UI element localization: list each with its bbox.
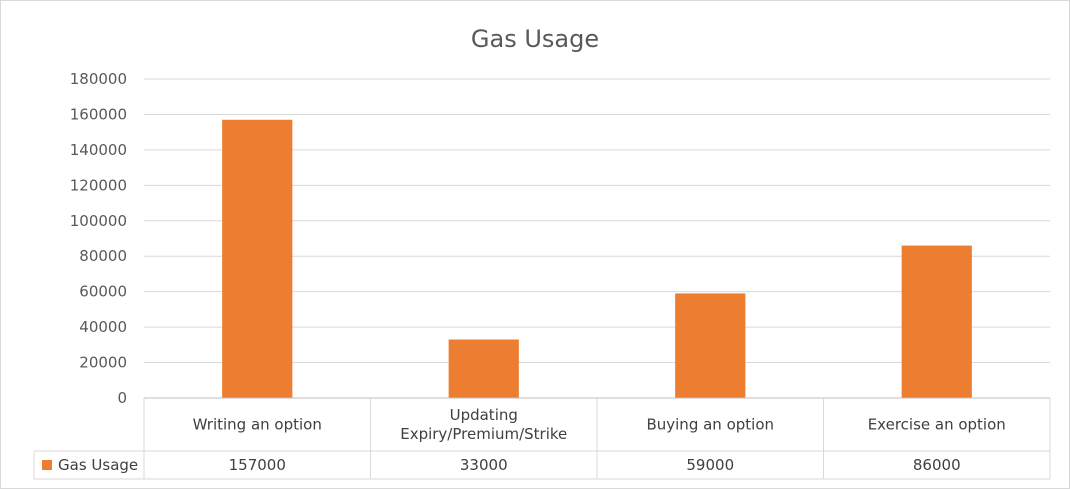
bar <box>222 119 293 398</box>
y-tick-label: 160000 <box>70 105 127 123</box>
data-value-label: 59000 <box>686 456 734 474</box>
y-tick-label: 0 <box>117 389 127 407</box>
data-value-label: 157000 <box>229 456 286 474</box>
legend-swatch <box>42 460 52 470</box>
x-category-label: Buying an option <box>646 416 774 434</box>
x-category-label: Exercise an option <box>868 416 1006 434</box>
bar <box>675 293 746 398</box>
y-tick-label: 40000 <box>79 318 127 336</box>
bar <box>448 339 519 398</box>
data-value-label: 33000 <box>460 456 508 474</box>
x-category-label: Updating Expiry/Premium/Strike <box>400 406 567 443</box>
y-tick-label: 60000 <box>79 283 127 301</box>
y-tick-label: 20000 <box>79 354 127 372</box>
y-tick-label: 80000 <box>79 247 127 265</box>
legend-label: Gas Usage <box>58 456 138 474</box>
y-tick-label: 180000 <box>70 70 127 88</box>
data-value-label: 86000 <box>913 456 961 474</box>
x-category-label: Writing an option <box>193 416 322 434</box>
y-tick-label: 140000 <box>70 141 127 159</box>
y-tick-label: 120000 <box>70 176 127 194</box>
y-tick-label: 100000 <box>70 212 127 230</box>
chart-title: Gas Usage <box>471 25 599 53</box>
bar <box>901 245 972 398</box>
